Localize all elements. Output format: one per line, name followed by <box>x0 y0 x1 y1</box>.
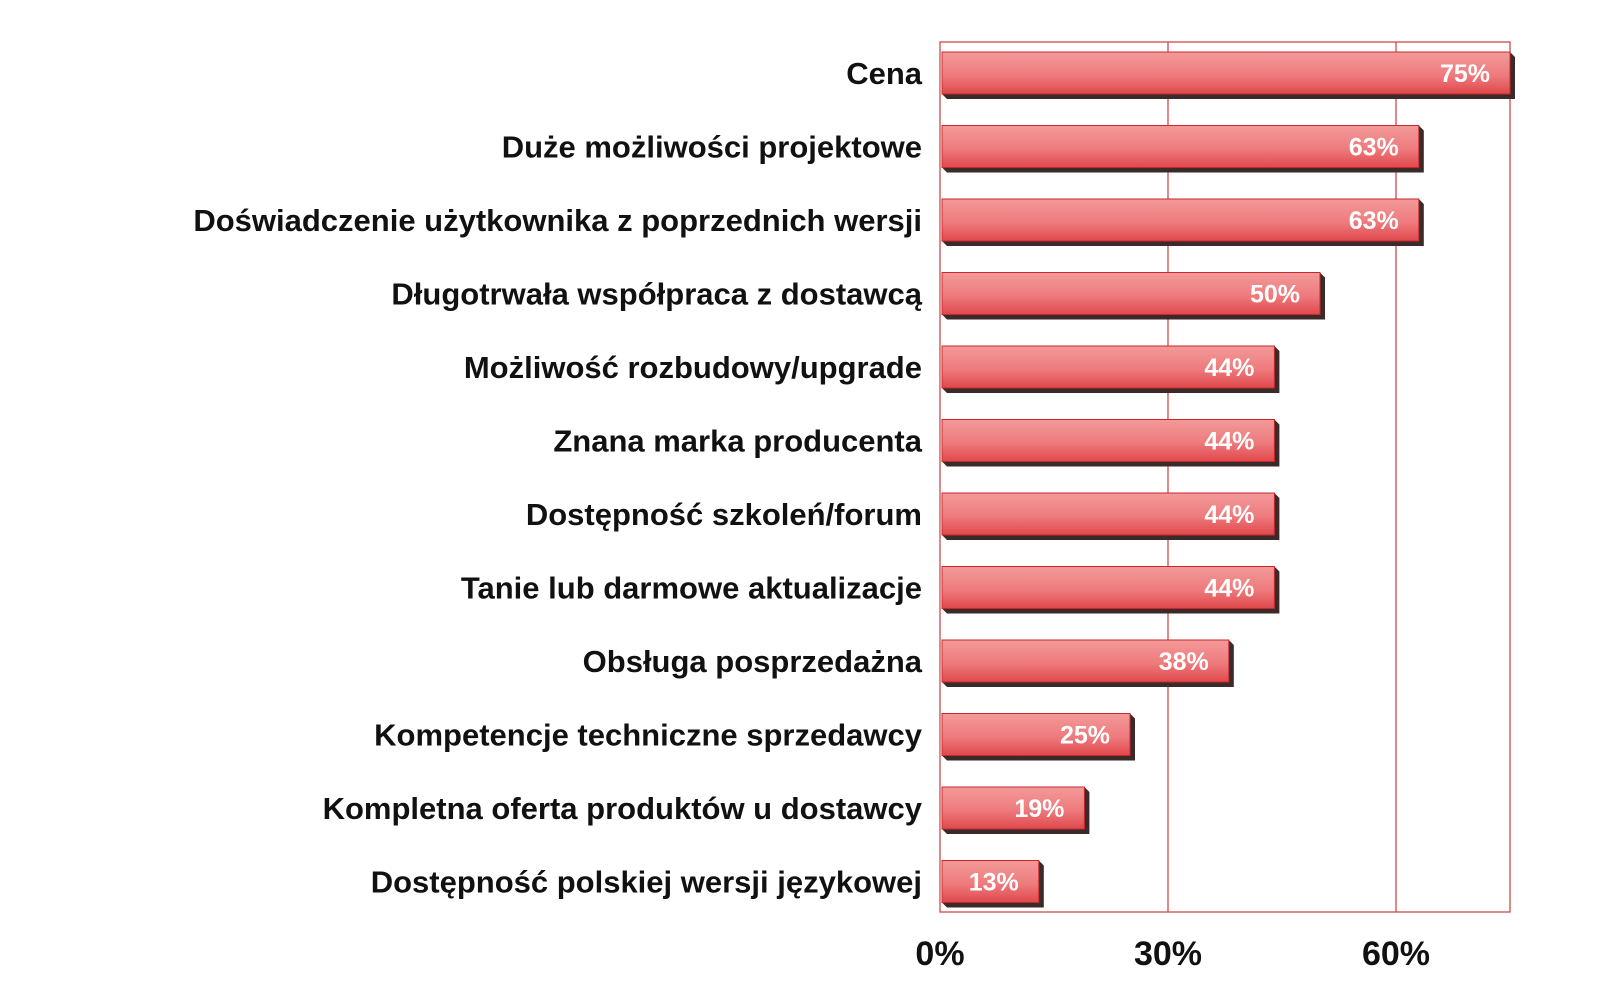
bar-face <box>941 860 1040 903</box>
bar-value-label: 38% <box>1159 648 1209 676</box>
x-axis-ticks: 0% 30% 60% <box>915 935 1430 973</box>
bar-face <box>941 51 1511 95</box>
bar-face <box>941 639 1230 683</box>
x-tick-label: 60% <box>1362 935 1430 973</box>
bar-value-label: 44% <box>1204 575 1254 603</box>
bar-4: 50% <box>941 272 1325 320</box>
grid-layer <box>939 41 1511 913</box>
bar-3: 63% <box>941 198 1424 246</box>
bar-face <box>941 345 1275 389</box>
bar-face <box>941 492 1275 536</box>
category-label: Możliwość rozbudowy/upgrade <box>464 350 922 385</box>
bar-face <box>941 419 1275 462</box>
plot-area-frame <box>939 41 1511 913</box>
bar-face <box>941 198 1420 242</box>
bar-face <box>941 125 1420 168</box>
bar-face <box>941 566 1275 609</box>
category-label: Doświadczenie użytkownika z poprzednich … <box>193 203 922 238</box>
category-label: Duże możliwości projektowe <box>502 130 922 165</box>
bar-9: 38% <box>941 639 1234 687</box>
bar-12: 13% <box>941 860 1044 908</box>
category-label: Dostępność polskiej wersji językowej <box>371 865 922 900</box>
category-label: Obsługa posprzedażna <box>583 644 923 679</box>
bar-value-label: 25% <box>1060 722 1110 750</box>
bar-value-label: 44% <box>1204 354 1254 382</box>
bar-2: 63% <box>941 125 1424 173</box>
bar-8: 44% <box>941 566 1280 614</box>
category-label: Tanie lub darmowe aktualizacje <box>461 571 922 606</box>
bar-value-label: 44% <box>1204 428 1254 456</box>
bar-value-label: 75% <box>1440 60 1490 88</box>
bar-value-label: 19% <box>1014 795 1064 823</box>
category-labels: Cena Duże możliwości projektowe Doświadcze… <box>193 56 922 900</box>
bar-value-label: 13% <box>969 869 1019 897</box>
bar-5: 44% <box>941 345 1280 393</box>
bar-value-label: 63% <box>1349 134 1399 162</box>
bar-value-label: 50% <box>1250 281 1300 309</box>
bar-11: 19% <box>941 786 1090 834</box>
bar-value-label: 63% <box>1349 207 1399 235</box>
category-label: Znana marka producenta <box>553 424 922 459</box>
category-label: Cena <box>846 56 923 91</box>
bar-6: 44% <box>941 419 1280 467</box>
bar-1: 75% <box>941 51 1515 99</box>
x-tick-label: 30% <box>1134 935 1202 973</box>
bar-face <box>941 713 1131 756</box>
category-label: Długotrwała współpraca z dostawcą <box>391 277 922 312</box>
bar-7: 44% <box>941 492 1280 540</box>
bar-face <box>941 786 1085 830</box>
category-label: Kompletna oferta produktów u dostawcy <box>323 791 923 826</box>
bar-10: 25% <box>941 713 1135 761</box>
bar-face <box>941 272 1321 315</box>
category-label: Dostępność szkoleń/forum <box>526 497 922 532</box>
bars-layer: 75% 63% 63% 50% 44% 44% 44% 44% 38% 25% 19% 13% <box>941 51 1515 908</box>
category-label: Kompetencje techniczne sprzedawcy <box>374 718 923 753</box>
bar-value-label: 44% <box>1204 501 1254 529</box>
x-tick-label: 0% <box>915 935 964 973</box>
